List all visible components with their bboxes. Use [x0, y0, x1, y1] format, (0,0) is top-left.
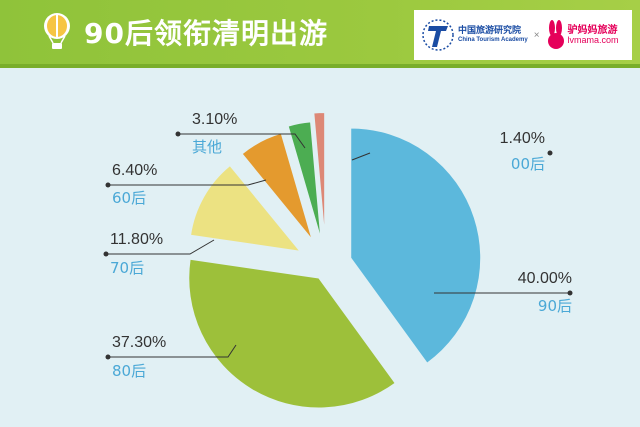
hot-air-balloon-icon: [44, 13, 70, 49]
title-area: 90后领衔清明出游: [40, 12, 328, 52]
slice-label-group-1: 37.30% 80后: [105, 334, 237, 380]
category-label-5: 00后: [511, 155, 545, 173]
cross-separator: ×: [533, 29, 540, 41]
leader-line-2: [106, 239, 215, 255]
leader-dot-4: [175, 131, 181, 137]
academy-name-cn: 中国旅游研究院: [458, 25, 522, 36]
pie-slice-2: [189, 164, 302, 252]
pie-slice-5: [313, 112, 326, 237]
percent-label-2: 11.80%: [110, 231, 163, 248]
china-tourism-academy-logo-icon: [422, 19, 454, 51]
pie-slice-0: [350, 127, 482, 364]
leader-dot-3: [105, 182, 111, 188]
slice-label-group-0: 40.00% 90后: [434, 270, 573, 315]
leader-line-3: [108, 179, 267, 186]
percent-label-4: 3.10%: [192, 111, 237, 128]
slice-label-group-4: 3.10% 其他: [175, 111, 306, 156]
category-label-3: 60后: [112, 189, 146, 207]
leader-line-5: [351, 152, 371, 161]
slice-label-group-2: 11.80% 70后: [103, 231, 215, 277]
page-title: 90后领衔清明出游: [84, 17, 328, 50]
lvmama-rabbit-logo-icon: [547, 20, 564, 49]
pie-slice-4: [287, 121, 322, 239]
leader-dot-2: [103, 251, 109, 257]
slice-label-group-3: 6.40% 60后: [105, 162, 267, 207]
slice-label-group-5: 1.40% 00后: [351, 130, 553, 173]
leader-line-1: [108, 344, 237, 358]
percent-label-1: 37.30%: [112, 334, 166, 351]
category-label-1: 80后: [112, 362, 146, 380]
logo-box: 中国旅游研究院 China Tourism Academy × 驴妈妈旅游 lv…: [414, 10, 632, 60]
leader-dot-0: [567, 290, 573, 296]
lvmama-name-en: lvmama.com: [567, 34, 619, 45]
percent-label-5: 1.40%: [500, 130, 545, 147]
category-label-2: 70后: [110, 259, 144, 277]
academy-name-en: China Tourism Academy: [458, 36, 528, 43]
lvmama-name-cn: 驴妈妈旅游: [567, 24, 618, 36]
category-label-4: 其他: [192, 138, 222, 156]
percent-label-0: 40.00%: [518, 270, 572, 287]
leader-line-4: [178, 133, 306, 149]
leader-dot-1: [105, 354, 111, 360]
pie-slice-3: [241, 132, 313, 240]
header-divider: [0, 64, 640, 68]
leader-dot-5: [547, 150, 553, 156]
pie-slice-1: [188, 258, 396, 409]
category-label-0: 90后: [538, 297, 572, 315]
percent-label-3: 6.40%: [112, 162, 157, 179]
